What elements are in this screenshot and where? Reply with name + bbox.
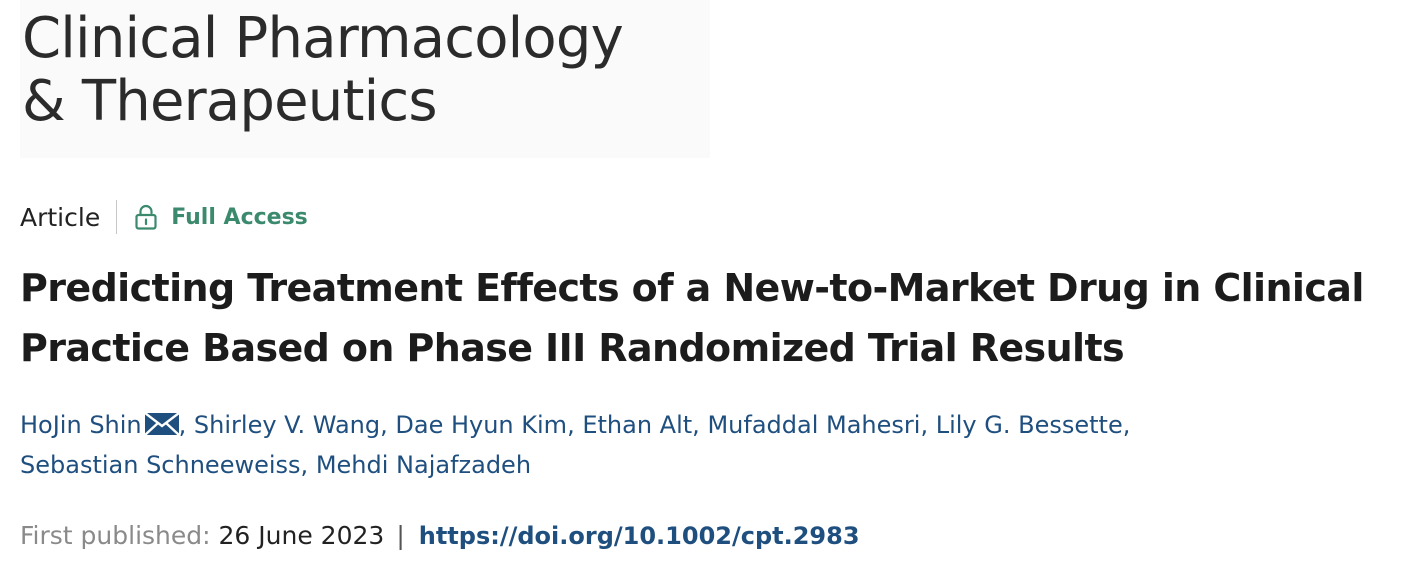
author-link[interactable]: Mufaddal Mahesri bbox=[707, 411, 921, 439]
author-separator: , bbox=[1122, 411, 1131, 439]
article-title-line2: Practice Based on Phase III Randomized T… bbox=[20, 326, 1125, 370]
article-type: Article bbox=[20, 202, 101, 232]
doi-link[interactable]: https://doi.org/10.1002/cpt.2983 bbox=[418, 522, 860, 550]
article-title-line1: Predicting Treatment Effects of a New-to… bbox=[20, 266, 1364, 310]
journal-title-line1: Clinical Pharmacology bbox=[22, 6, 624, 71]
first-published-label: First published: bbox=[20, 521, 211, 550]
author-link[interactable]: HoJin Shin bbox=[20, 411, 142, 439]
author-separator: , bbox=[178, 411, 187, 439]
journal-banner bbox=[20, 0, 710, 158]
journal-title[interactable]: Clinical Pharmacology & Therapeutics bbox=[22, 6, 624, 134]
meta-divider bbox=[116, 200, 118, 234]
author-link[interactable]: Shirley V. Wang bbox=[193, 411, 381, 439]
author-list: HoJin Shin , Shirley V. Wang, Dae Hyun K… bbox=[20, 405, 1415, 485]
publication-separator: | bbox=[396, 521, 405, 550]
author-link[interactable]: Dae Hyun Kim bbox=[395, 411, 568, 439]
author-link[interactable]: Mehdi Najafzadeh bbox=[315, 451, 532, 479]
author-separator: , bbox=[567, 411, 575, 439]
publication-date: 26 June 2023 bbox=[218, 521, 385, 550]
author-link[interactable]: Sebastian Schneeweiss bbox=[20, 451, 301, 479]
article-title: Predicting Treatment Effects of a New-to… bbox=[20, 258, 1415, 378]
lock-icon bbox=[135, 204, 157, 230]
author-separator: , bbox=[380, 411, 388, 439]
access-label: Full Access bbox=[171, 204, 308, 230]
mail-icon[interactable] bbox=[144, 413, 179, 435]
author-separator: , bbox=[300, 451, 309, 479]
author-separator: , bbox=[920, 411, 929, 439]
publication-info: First published: 26 June 2023 | https://do… bbox=[20, 516, 860, 556]
author-separator: , bbox=[692, 411, 700, 439]
article-meta: Article Full Access bbox=[20, 199, 308, 235]
author-link[interactable]: Ethan Alt bbox=[582, 411, 693, 439]
journal-title-line2: & Therapeutics bbox=[22, 69, 438, 134]
author-link[interactable]: Lily G. Bessette bbox=[935, 411, 1123, 439]
